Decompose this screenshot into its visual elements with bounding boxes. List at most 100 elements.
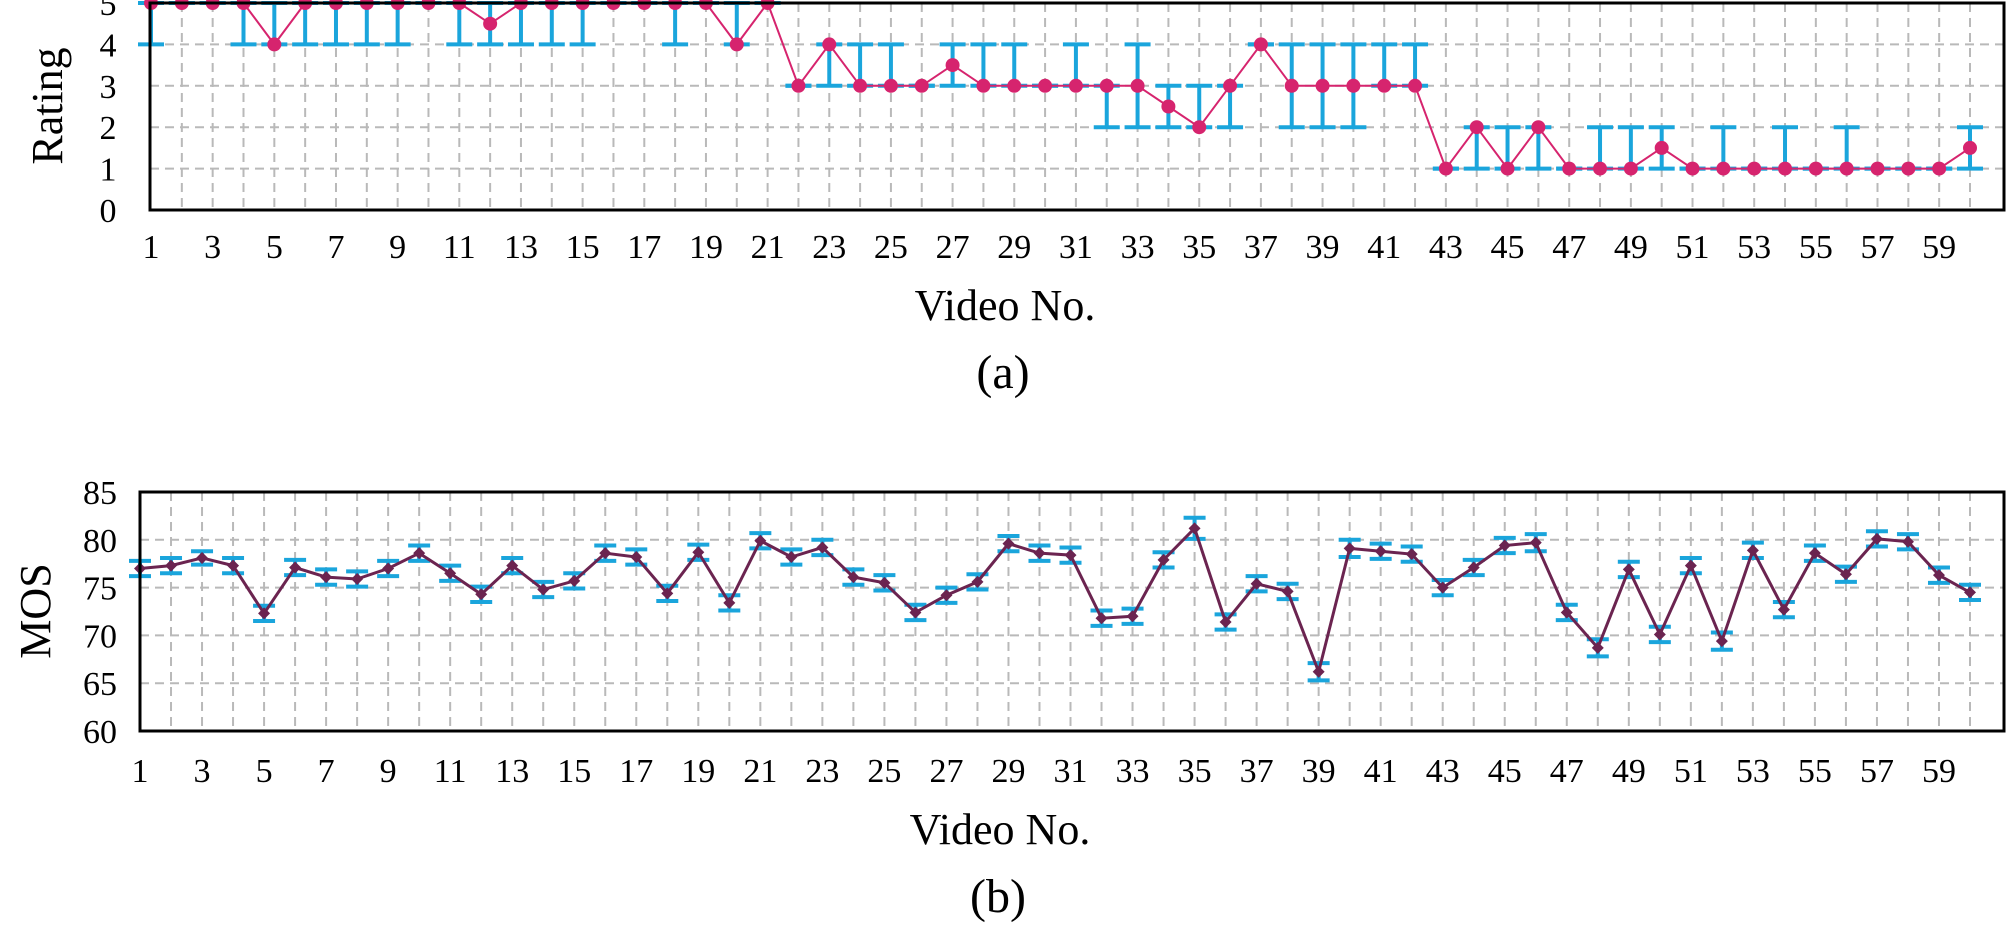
grid-lines [150,3,2004,210]
data-point [1467,561,1480,574]
data-point [1223,78,1238,93]
y-axis-tick-labels: 60 65 70 75 80 85 [83,475,117,751]
y-tick-label: 0 [100,193,117,230]
data-point [1901,161,1916,176]
y-tick-label: 3 [100,69,117,106]
panel-caption: (a) [976,346,1029,399]
x-tick-label: 53 [1737,229,1771,266]
y-axis-tick-labels: 0 1 2 3 4 5 [100,0,117,230]
data-point [1964,586,1976,599]
x-tick-label: 19 [689,229,723,266]
x-tick-label: 47 [1550,753,1584,790]
data-point [785,551,798,564]
data-point [847,571,860,584]
plot-frame [148,1,2006,212]
x-tick-label: 55 [1799,229,1833,266]
data-point [914,78,929,93]
data-point [382,562,395,575]
data-point [1405,548,1418,561]
x-tick-label: 43 [1426,753,1460,790]
x-tick-label: 59 [1922,753,1956,790]
x-tick-label: 29 [991,753,1025,790]
data-point [630,551,643,564]
data-point [1219,616,1232,629]
data-point [1622,563,1635,576]
data-point [1438,161,1453,176]
data-point [444,567,457,580]
y-axis-title: MOS [11,563,60,658]
data-point [816,541,829,554]
y-tick-label: 75 [83,571,117,608]
data-points [144,0,1977,176]
data-point [1500,161,1515,176]
x-tick-label: 1 [143,229,160,266]
x-tick-label: 31 [1054,753,1088,790]
x-tick-label: 33 [1116,753,1150,790]
x-tick-label: 57 [1860,753,1894,790]
x-tick-label: 41 [1367,229,1401,266]
x-tick-label: 35 [1182,229,1216,266]
y-axis-title: Rating [23,47,72,164]
data-point [1374,545,1387,558]
data-point [940,589,953,602]
data-point [1870,161,1885,176]
data-point [1747,161,1762,176]
series-line [139,525,1971,677]
x-tick-label: 47 [1552,229,1586,266]
data-point [1068,78,1083,93]
y-tick-label: 65 [83,666,117,703]
data-point [227,559,240,572]
data-point [1715,635,1728,648]
data-point [1130,78,1145,93]
x-tick-label: 9 [389,229,406,266]
data-point [1932,569,1945,582]
x-tick-label: 51 [1676,229,1710,266]
data-point [1591,641,1604,654]
data-point [1250,577,1263,590]
x-axis-tick-labels: 1 3 5 7 9 11 13 15 17 19 21 23 25 27 29 31 33 35 37 39 41 43 4… [143,229,1957,266]
x-tick-label: 37 [1240,753,1274,790]
data-point [1161,99,1176,114]
y-tick-label: 60 [83,714,117,751]
data-point [1315,78,1330,93]
data-point [475,588,488,601]
data-point [1654,140,1669,155]
x-tick-label: 49 [1614,229,1648,266]
panel-caption: (b) [970,870,1026,923]
data-point [1099,78,1114,93]
x-tick-label: 11 [434,753,467,790]
x-tick-label: 31 [1059,229,1093,266]
data-point [661,587,674,600]
x-tick-label: 25 [867,753,901,790]
grid-lines [140,492,2004,731]
x-tick-label: 39 [1302,753,1336,790]
data-point [1157,553,1170,566]
x-tick-label: 27 [936,229,970,266]
data-point [1002,537,1015,550]
x-tick-label: 53 [1736,753,1770,790]
data-point [165,559,178,572]
x-tick-label: 17 [627,229,661,266]
data-point [413,547,426,560]
x-tick-label: 9 [380,753,397,790]
data-point [1808,547,1821,560]
data-point [1346,78,1361,93]
data-point [1560,606,1573,619]
x-tick-label: 21 [751,229,785,266]
data-point [1436,581,1449,594]
data-point [1593,161,1608,176]
x-tick-label: 41 [1364,753,1398,790]
data-point [1408,78,1423,93]
y-tick-label: 4 [100,27,117,64]
x-axis-title: Video No. [910,805,1091,854]
x-tick-label: 49 [1612,753,1646,790]
x-tick-label: 45 [1491,229,1525,266]
data-points [134,522,1976,678]
x-tick-label: 23 [805,753,839,790]
data-point [1343,542,1356,555]
data-point [1033,547,1046,560]
x-tick-label: 33 [1121,229,1155,266]
